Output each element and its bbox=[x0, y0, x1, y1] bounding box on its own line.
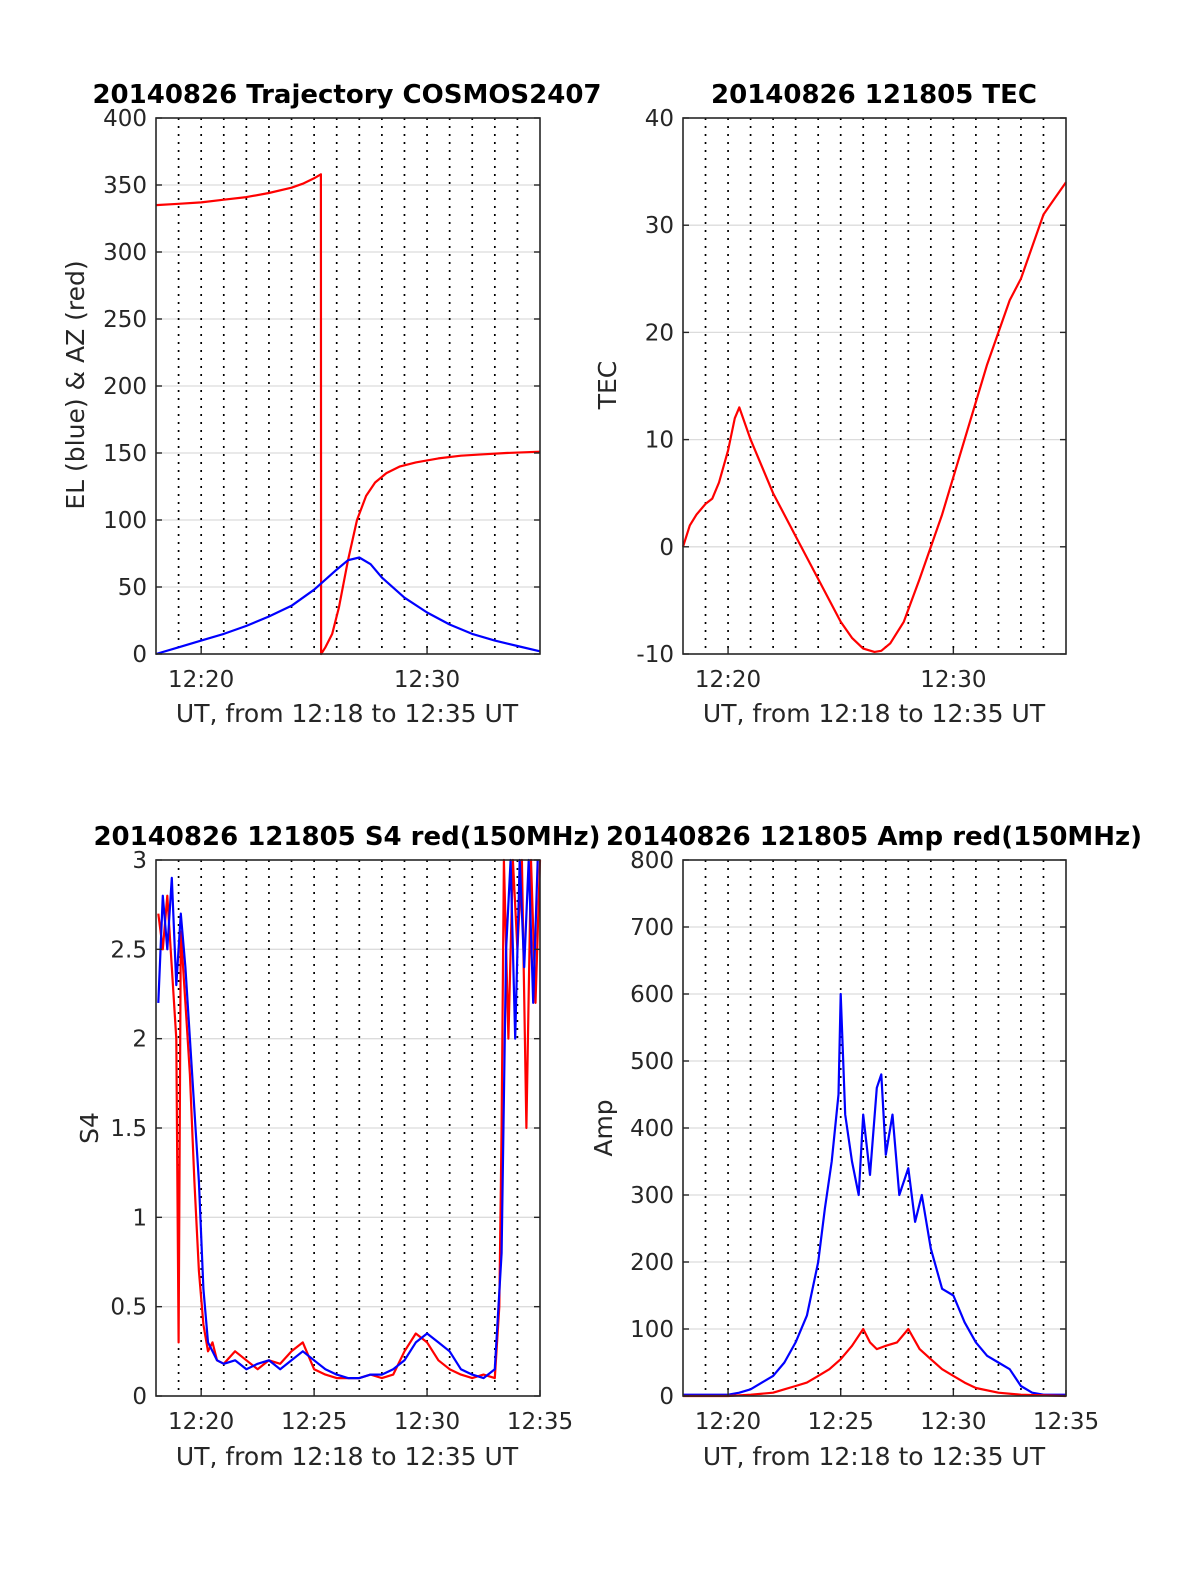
tec-chart: 20140826 121805 TEC UT, from 12:18 to 12… bbox=[593, 80, 1067, 728]
trajectory-chart-y-tick-label-3: 150 bbox=[103, 441, 147, 467]
amp-chart-y-tick-label-0: 0 bbox=[659, 1384, 674, 1410]
amp-chart-y-tick-label-8: 800 bbox=[630, 848, 674, 874]
amp-chart-y-tick-label-6: 600 bbox=[630, 982, 674, 1008]
s4-chart: 20140826 121805 S4 red(150MHz) UT, from … bbox=[75, 822, 601, 1471]
trajectory-chart-y-tick-label-7: 350 bbox=[103, 173, 147, 199]
amp-chart-y-tick-label-1: 100 bbox=[630, 1317, 674, 1343]
trajectory-chart-y-tick-label-2: 100 bbox=[103, 508, 147, 534]
s4-chart-series-1-line bbox=[157, 858, 539, 1380]
amp-chart-y-tick-label-5: 500 bbox=[630, 1049, 674, 1075]
tec-chart-title: 20140826 121805 TEC bbox=[711, 80, 1037, 110]
s4-chart-x-tick-label-1: 12:25 bbox=[281, 1409, 347, 1435]
amp-chart-x-tick-label-1: 12:25 bbox=[808, 1409, 874, 1435]
trajectory-chart-series-0-line bbox=[155, 173, 541, 656]
s4-chart-x-tick-label-3: 12:35 bbox=[507, 1409, 573, 1435]
s4-chart-x-axis-label: UT, from 12:18 to 12:35 UT bbox=[176, 1442, 519, 1471]
s4-chart-y-tick-label-3: 1.5 bbox=[110, 1116, 147, 1142]
tec-chart-x-axis-label: UT, from 12:18 to 12:35 UT bbox=[703, 699, 1046, 728]
trajectory-chart-y-tick-label-0: 0 bbox=[132, 642, 147, 668]
amp-chart: 20140826 121805 Amp red(150MHz) UT, from… bbox=[589, 822, 1142, 1471]
s4-chart-y-tick-label-2: 1 bbox=[132, 1205, 147, 1231]
amp-chart-y-tick-label-4: 400 bbox=[630, 1116, 674, 1142]
tec-chart-plot-frame bbox=[682, 117, 1067, 655]
tec-chart-y-tick-label-4: 30 bbox=[645, 213, 674, 239]
tec-chart-y-tick-label-5: 40 bbox=[645, 106, 674, 132]
tec-chart-x-tick-label-0: 12:20 bbox=[695, 667, 761, 693]
trajectory-chart-x-axis-label: UT, from 12:18 to 12:35 UT bbox=[176, 699, 519, 728]
amp-chart-y-tick-label-7: 700 bbox=[630, 915, 674, 941]
tec-chart-x-tick-label-1: 12:30 bbox=[920, 667, 986, 693]
trajectory-chart-x-tick-label-1: 12:30 bbox=[394, 667, 460, 693]
trajectory-chart-y-tick-label-4: 200 bbox=[103, 374, 147, 400]
s4-chart-y-tick-label-6: 3 bbox=[132, 848, 147, 874]
s4-chart-x-tick-label-2: 12:30 bbox=[394, 1409, 460, 1435]
tec-chart-series-0-line bbox=[681, 181, 1067, 654]
trajectory-chart-y-axis-label: EL (blue) & AZ (red) bbox=[61, 260, 90, 509]
tec-chart-y-tick-label-2: 10 bbox=[645, 428, 674, 454]
trajectory-chart-series-1-line bbox=[155, 556, 541, 656]
s4-chart-series-0-line bbox=[157, 858, 542, 1380]
tec-chart-y-tick-label-0: -10 bbox=[636, 642, 674, 668]
s4-chart-y-tick-label-5: 2.5 bbox=[110, 937, 147, 963]
tec-chart-y-axis-label: TEC bbox=[593, 361, 622, 411]
amp-chart-series-1-line bbox=[683, 1327, 1067, 1398]
s4-chart-y-tick-label-1: 0.5 bbox=[110, 1295, 147, 1321]
tec-chart-y-tick-label-1: 0 bbox=[659, 535, 674, 561]
s4-chart-y-tick-label-4: 2 bbox=[132, 1027, 147, 1053]
trajectory-chart-y-tick-label-1: 50 bbox=[118, 575, 147, 601]
s4-chart-title: 20140826 121805 S4 red(150MHz) bbox=[93, 822, 600, 852]
s4-chart-x-tick-label-0: 12:20 bbox=[168, 1409, 234, 1435]
s4-chart-y-axis-label: S4 bbox=[75, 1112, 104, 1144]
amp-chart-x-tick-label-2: 12:30 bbox=[920, 1409, 986, 1435]
tec-chart-y-tick-label-3: 20 bbox=[645, 320, 674, 346]
amp-chart-series-0-line bbox=[683, 992, 1066, 1396]
amp-chart-x-tick-label-0: 12:20 bbox=[695, 1409, 761, 1435]
trajectory-chart-y-tick-label-6: 300 bbox=[103, 240, 147, 266]
amp-chart-title: 20140826 121805 Amp red(150MHz) bbox=[606, 822, 1142, 852]
s4-chart-y-tick-label-0: 0 bbox=[132, 1384, 147, 1410]
trajectory-chart: 20140826 Trajectory COSMOS2407 UT, from … bbox=[61, 80, 602, 728]
amp-chart-x-tick-label-3: 12:35 bbox=[1033, 1409, 1099, 1435]
trajectory-chart-y-tick-label-8: 400 bbox=[103, 106, 147, 132]
amp-chart-y-tick-label-2: 200 bbox=[630, 1250, 674, 1276]
trajectory-chart-y-tick-label-5: 250 bbox=[103, 307, 147, 333]
amp-chart-y-tick-label-3: 300 bbox=[630, 1183, 674, 1209]
trajectory-chart-x-tick-label-0: 12:20 bbox=[168, 667, 234, 693]
trajectory-chart-title: 20140826 Trajectory COSMOS2407 bbox=[92, 80, 601, 110]
amp-chart-x-axis-label: UT, from 12:18 to 12:35 UT bbox=[703, 1442, 1046, 1471]
amp-chart-y-axis-label: Amp bbox=[589, 1099, 618, 1156]
